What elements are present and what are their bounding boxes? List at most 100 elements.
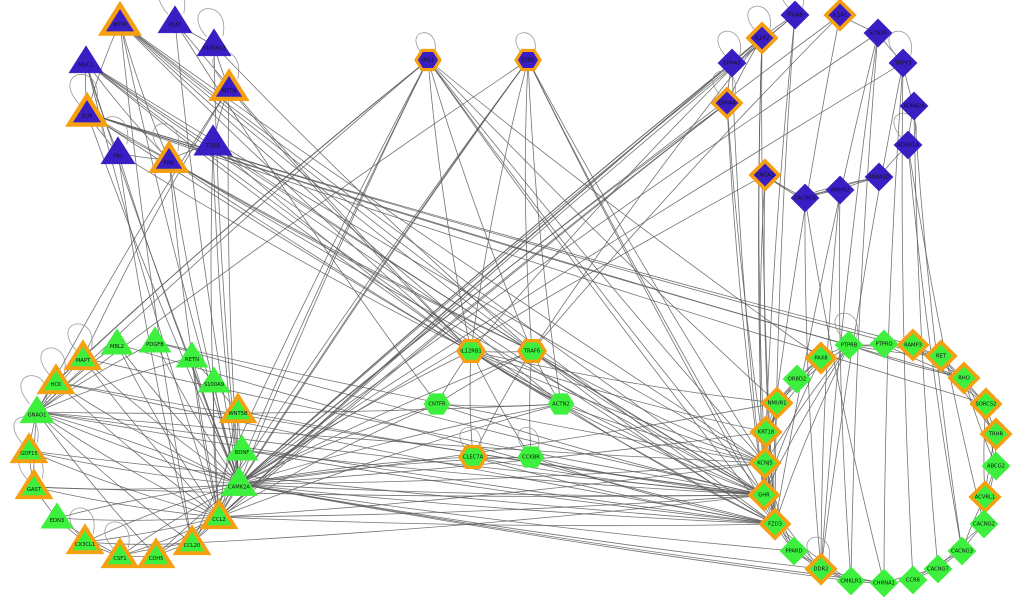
network-node-irs1[interactable] bbox=[414, 48, 442, 72]
network-node-ddr2[interactable] bbox=[804, 552, 838, 586]
network-node-il1r2[interactable] bbox=[745, 21, 779, 55]
network-node-adra1d[interactable] bbox=[864, 162, 894, 192]
network-node-scn3b[interactable] bbox=[863, 18, 893, 48]
network-node-trhr[interactable] bbox=[979, 417, 1013, 451]
network-node-il1r1[interactable] bbox=[823, 0, 857, 32]
network-node-s100a9[interactable] bbox=[197, 366, 231, 393]
network-edge bbox=[241, 449, 776, 525]
network-node-cacng7[interactable] bbox=[923, 554, 953, 584]
network-edge bbox=[241, 449, 765, 496]
network-node-bdnf[interactable] bbox=[225, 434, 259, 461]
network-node-mttn[interactable] bbox=[208, 68, 250, 101]
network-node-ppard[interactable] bbox=[779, 536, 809, 566]
network-node-esr2[interactable] bbox=[514, 48, 542, 72]
network-node-cmklr1[interactable] bbox=[836, 566, 866, 596]
network-edge bbox=[117, 152, 472, 352]
network-edge bbox=[238, 62, 904, 485]
network-node-ccl20[interactable] bbox=[172, 524, 212, 556]
network-edge bbox=[238, 431, 767, 485]
network-node-epha4[interactable] bbox=[710, 86, 744, 120]
network-node-trpv3[interactable] bbox=[888, 48, 918, 78]
network-node-kcnj5[interactable] bbox=[748, 446, 782, 480]
network-edge bbox=[84, 516, 220, 543]
network-node-cx3cl1[interactable] bbox=[65, 523, 105, 555]
network-node-camk2a[interactable] bbox=[220, 466, 258, 496]
network-node-abcg2[interactable] bbox=[981, 451, 1011, 481]
network-node-pdgfb[interactable] bbox=[138, 326, 172, 353]
network-node-wnt5b[interactable] bbox=[218, 392, 258, 424]
network-node-hck[interactable] bbox=[36, 363, 76, 395]
network-node-cacng2[interactable] bbox=[969, 509, 999, 539]
network-edge bbox=[36, 411, 240, 485]
network-node-mbl2[interactable] bbox=[100, 328, 134, 355]
network-node-retn[interactable] bbox=[175, 341, 209, 368]
network-node-gnao1[interactable] bbox=[19, 395, 55, 424]
self-loop-edge bbox=[159, 0, 186, 15]
network-node-fzd3[interactable] bbox=[758, 507, 792, 541]
network-edge bbox=[472, 350, 533, 458]
network-node-muc1[interactable] bbox=[68, 45, 104, 74]
network-node-ptpro[interactable] bbox=[869, 329, 899, 359]
network-edge bbox=[804, 197, 885, 584]
network-node-epha3[interactable] bbox=[717, 48, 747, 78]
network-node-mapt[interactable] bbox=[63, 339, 103, 371]
network-edge bbox=[154, 341, 765, 496]
network-node-csf1[interactable] bbox=[100, 537, 140, 569]
network-node-ret[interactable] bbox=[924, 339, 958, 373]
network-node-itga8[interactable] bbox=[780, 0, 810, 30]
network-node-krt18[interactable] bbox=[749, 415, 783, 449]
network-edge bbox=[531, 350, 765, 496]
network-edge bbox=[238, 483, 852, 582]
network-node-ptprb[interactable] bbox=[834, 330, 864, 360]
network-edge bbox=[237, 410, 765, 496]
self-loop-edge bbox=[101, 116, 129, 146]
network-node-clec7a[interactable] bbox=[458, 444, 488, 470]
network-node-rho[interactable] bbox=[947, 361, 981, 395]
network-node-traf6[interactable] bbox=[517, 338, 547, 364]
network-edge bbox=[472, 456, 765, 496]
network-node-cacng5[interactable] bbox=[790, 183, 820, 213]
network-node-actn2[interactable] bbox=[547, 393, 575, 415]
network-node-mttp[interactable] bbox=[97, 0, 143, 36]
network-node-ghr[interactable] bbox=[747, 478, 781, 512]
network-node-il12rb1[interactable] bbox=[456, 338, 486, 364]
network-node-eln[interactable] bbox=[64, 91, 110, 127]
network-node-cacng3[interactable] bbox=[947, 536, 977, 566]
network-node-or8d2[interactable] bbox=[782, 364, 812, 394]
network-edge bbox=[820, 62, 904, 570]
network-node-cnga3[interactable] bbox=[748, 158, 782, 192]
network-node-tgfb[interactable] bbox=[193, 124, 233, 156]
network-node-gdf15[interactable] bbox=[9, 432, 49, 464]
network-node-frk[interactable] bbox=[148, 140, 190, 173]
node-layer[interactable] bbox=[9, 0, 1013, 598]
network-edge bbox=[238, 483, 776, 525]
network-node-s100a12[interactable] bbox=[196, 28, 232, 57]
network-node-fn1[interactable] bbox=[100, 136, 136, 165]
network-node-sorcs2[interactable] bbox=[969, 387, 1003, 421]
network-node-plat[interactable] bbox=[157, 5, 193, 34]
network-node-cdh5[interactable] bbox=[136, 537, 176, 569]
network-edge bbox=[218, 516, 776, 527]
network-edge bbox=[238, 402, 778, 485]
network-node-nmur1[interactable] bbox=[760, 386, 794, 420]
network-edge bbox=[86, 112, 533, 352]
network-node-adra2a[interactable] bbox=[899, 91, 929, 121]
network-node-edn3[interactable] bbox=[40, 502, 74, 529]
network-edge bbox=[213, 44, 533, 352]
network-edge bbox=[168, 159, 240, 485]
network-node-ccr6[interactable] bbox=[898, 565, 928, 595]
network-node-ccl2[interactable] bbox=[199, 498, 239, 530]
network-edge bbox=[527, 59, 562, 405]
network-edge bbox=[55, 381, 220, 518]
network-node-amhr2[interactable] bbox=[825, 175, 855, 205]
network-node-adra1a[interactable] bbox=[893, 130, 923, 160]
network-node-chrna1[interactable] bbox=[869, 568, 899, 598]
network-node-cckbr[interactable] bbox=[517, 446, 545, 468]
network-node-pax8[interactable] bbox=[804, 341, 838, 375]
network-edge bbox=[174, 21, 472, 352]
network-node-gast[interactable] bbox=[14, 468, 54, 500]
network-node-ramp3[interactable] bbox=[896, 328, 930, 362]
network-node-cntfr[interactable] bbox=[423, 393, 451, 415]
